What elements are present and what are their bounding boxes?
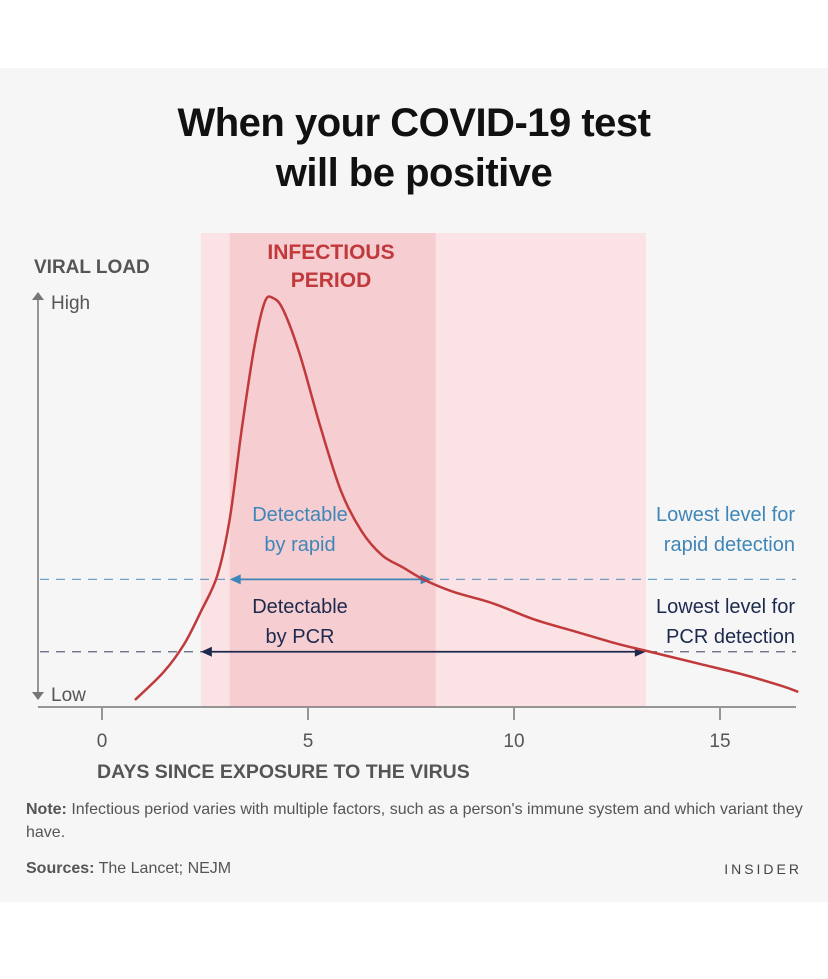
footnote: Note: Infectious period varies with mult… xyxy=(26,798,806,844)
span-arrow-left-rapid xyxy=(229,574,241,585)
y-axis-up-arrow xyxy=(32,292,44,300)
sources: Sources: The Lancet; NEJM xyxy=(26,860,231,878)
rapid-threshold-label-line-2: rapid detection xyxy=(664,534,795,556)
y-axis-title: VIRAL LOAD xyxy=(34,257,150,278)
infectious-period-label-line-1: INFECTIOUS xyxy=(267,241,394,264)
rapid-detectable-label-line-2: by rapid xyxy=(264,534,335,556)
chart-title-line-1: When your COVID-19 test xyxy=(177,101,651,145)
note-label: Note: xyxy=(26,801,67,818)
chart-title: When your COVID-19 test will be positive xyxy=(0,98,828,198)
pcr-detectable-label-line-2: by PCR xyxy=(266,626,335,648)
pcr-detectable-label-line-1: Detectable xyxy=(252,596,348,618)
x-tick-label-0: 0 xyxy=(97,731,108,752)
x-tick-label-5: 5 xyxy=(303,731,314,752)
rapid-detectable-label-line-1: Detectable xyxy=(252,504,348,526)
brand-logo: INSIDER xyxy=(724,861,802,877)
pcr-threshold-label-line-2: PCR detection xyxy=(666,626,795,648)
note-text: Infectious period varies with multiple f… xyxy=(26,801,803,841)
sources-label: Sources: xyxy=(26,860,95,877)
rapid-threshold-label-line-1: Lowest level for xyxy=(656,504,795,526)
viral-load-curve xyxy=(134,295,799,701)
sources-text: The Lancet; NEJM xyxy=(94,860,232,877)
chart-title-line-2: will be positive xyxy=(275,151,553,195)
y-axis-high-label: High xyxy=(51,293,90,314)
y-axis-low-label: Low xyxy=(51,685,86,706)
x-tick-label-15: 15 xyxy=(709,731,730,752)
y-axis-down-arrow xyxy=(32,692,44,700)
x-tick-label-10: 10 xyxy=(503,731,524,752)
infectious-period-label-line-2: PERIOD xyxy=(291,269,372,292)
x-axis-title: DAYS SINCE EXPOSURE TO THE VIRUS xyxy=(97,761,470,783)
span-arrow-left-pcr xyxy=(200,646,212,657)
pcr-threshold-label-line-1: Lowest level for xyxy=(656,596,795,618)
